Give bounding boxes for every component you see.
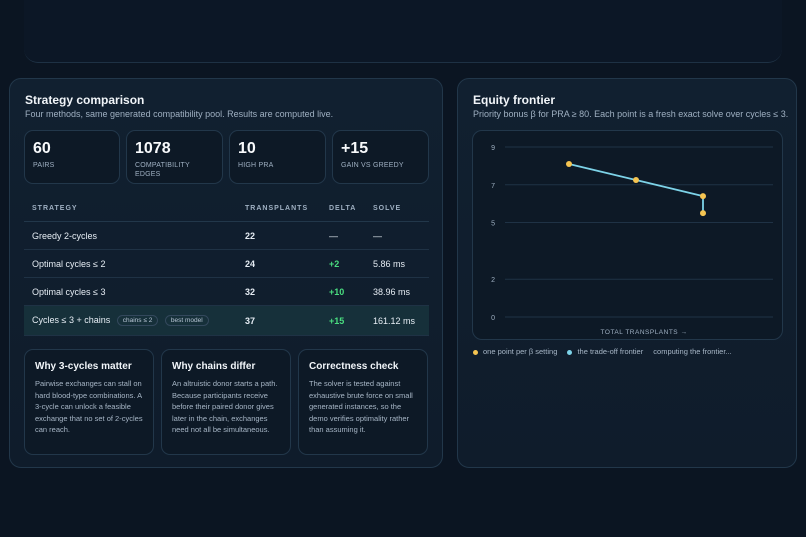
col-delta: DELTA <box>321 195 365 222</box>
frontier-segment <box>568 163 637 181</box>
delta-value: +10 <box>321 277 365 306</box>
card-body: An altruistic donor starts a path. Becau… <box>172 379 278 434</box>
strategy-name: Cycles ≤ 3 + chains <box>32 314 111 325</box>
solve-value: 5.86 ms <box>365 249 429 278</box>
point-swatch-icon <box>473 349 478 355</box>
chart-legend: one point per β setting the trade-off fr… <box>473 347 740 356</box>
frontier-point <box>566 161 572 167</box>
card-body: Pairwise exchanges can stall on hard blo… <box>35 379 143 434</box>
info-card-chains: Why chains differ An altruistic donor st… <box>161 349 291 455</box>
delta-value: +15 <box>321 305 365 336</box>
frontier-chart-svg: 0 2 5 7 9 TOTAL TRANSPLANTS → <box>491 145 773 336</box>
legend-line: the trade-off frontier <box>567 347 643 356</box>
panel-title: Equity frontier <box>473 93 556 107</box>
col-transplants: TRANSPLANTS <box>237 195 321 222</box>
panel-title: Strategy comparison <box>25 93 145 107</box>
frontier-point <box>633 177 639 184</box>
stat-value: +15 <box>341 140 369 157</box>
stat-edges: 1078 COMPATIBILITY EDGES <box>126 130 223 184</box>
chains-tag: chains ≤ 2 <box>116 315 159 327</box>
stat-label: GAIN VS GREEDY <box>341 162 404 169</box>
transplants-value: 32 <box>237 277 321 306</box>
delta-value: — <box>321 221 365 250</box>
y-tick-label: 0 <box>491 315 495 322</box>
strategy-name: Greedy 2-cycles <box>24 221 237 250</box>
transplants-value: 37 <box>237 305 321 336</box>
stat-label: HIGH PRA <box>238 162 274 169</box>
card-title: Correctness check <box>309 361 399 372</box>
best-model-tag: best model <box>164 315 209 327</box>
panel-subtitle: Priority bonus β for PRA ≥ 80. Each poin… <box>473 109 789 119</box>
table-row: Optimal cycles ≤ 2 24 +2 5.86 ms <box>24 249 429 278</box>
card-title: Why 3-cycles matter <box>35 361 132 372</box>
delta-value: +2 <box>321 249 365 278</box>
line-swatch-icon <box>567 349 573 355</box>
table-row: Greedy 2-cycles 22 — — <box>24 221 429 250</box>
y-tick-label: 9 <box>491 145 495 152</box>
table-row-best: Cycles ≤ 3 + chains chains ≤ 2 best mode… <box>24 305 429 336</box>
frontier-chart: 0 2 5 7 9 TOTAL TRANSPLANTS → <box>472 130 783 340</box>
top-bar <box>24 0 782 63</box>
y-tick-label: 5 <box>491 221 495 228</box>
stat-label: COMPATIBILITY EDGES <box>135 162 190 178</box>
x-axis-label: TOTAL TRANSPLANTS → <box>601 329 688 336</box>
frontier-point <box>700 210 706 217</box>
frontier-point <box>700 193 706 200</box>
table-row: Optimal cycles ≤ 3 32 +10 38.96 ms <box>24 277 429 306</box>
stat-label: PAIRS <box>33 162 55 169</box>
stat-pairs: 60 PAIRS <box>24 130 120 184</box>
transplants-value: 24 <box>237 249 321 278</box>
col-strategy: STRATEGY <box>24 195 237 222</box>
info-card-3-cycles: Why 3-cycles matter Pairwise exchanges c… <box>24 349 154 455</box>
stat-gain: +15 GAIN VS GREEDY <box>332 130 429 184</box>
strategy-name: Optimal cycles ≤ 3 <box>24 277 237 306</box>
stat-value: 1078 <box>135 140 171 157</box>
strategy-name: Optimal cycles ≤ 2 <box>24 249 237 278</box>
stat-value: 10 <box>238 140 256 157</box>
strategy-table: STRATEGY TRANSPLANTS DELTA SOLVE Greedy … <box>24 195 429 336</box>
solve-value: — <box>365 221 429 250</box>
strategy-cell: Cycles ≤ 3 + chains chains ≤ 2 best mode… <box>24 305 237 336</box>
legend-points: one point per β setting <box>473 347 557 356</box>
card-title: Why chains differ <box>172 361 256 372</box>
frontier-status: computing the frontier... <box>653 347 732 356</box>
frontier-segment <box>635 179 704 197</box>
y-tick-label: 2 <box>491 277 495 284</box>
panel-subtitle: Four methods, same generated compatibili… <box>25 109 334 119</box>
col-solve: SOLVE <box>365 195 429 222</box>
card-body: The solver is tested against exhaustive … <box>309 379 413 434</box>
strategy-comparison-panel: Strategy comparison Four methods, same g… <box>9 78 443 468</box>
equity-frontier-panel: Equity frontier Priority bonus β for PRA… <box>457 78 797 468</box>
stat-value: 60 <box>33 140 51 157</box>
solve-value: 38.96 ms <box>365 277 429 306</box>
info-card-correctness: Correctness check The solver is tested a… <box>298 349 428 455</box>
y-tick-label: 7 <box>491 183 495 190</box>
stat-high-pra: 10 HIGH PRA <box>229 130 326 184</box>
table-header-row: STRATEGY TRANSPLANTS DELTA SOLVE <box>24 195 429 222</box>
transplants-value: 22 <box>237 221 321 250</box>
solve-value: 161.12 ms <box>365 305 429 336</box>
